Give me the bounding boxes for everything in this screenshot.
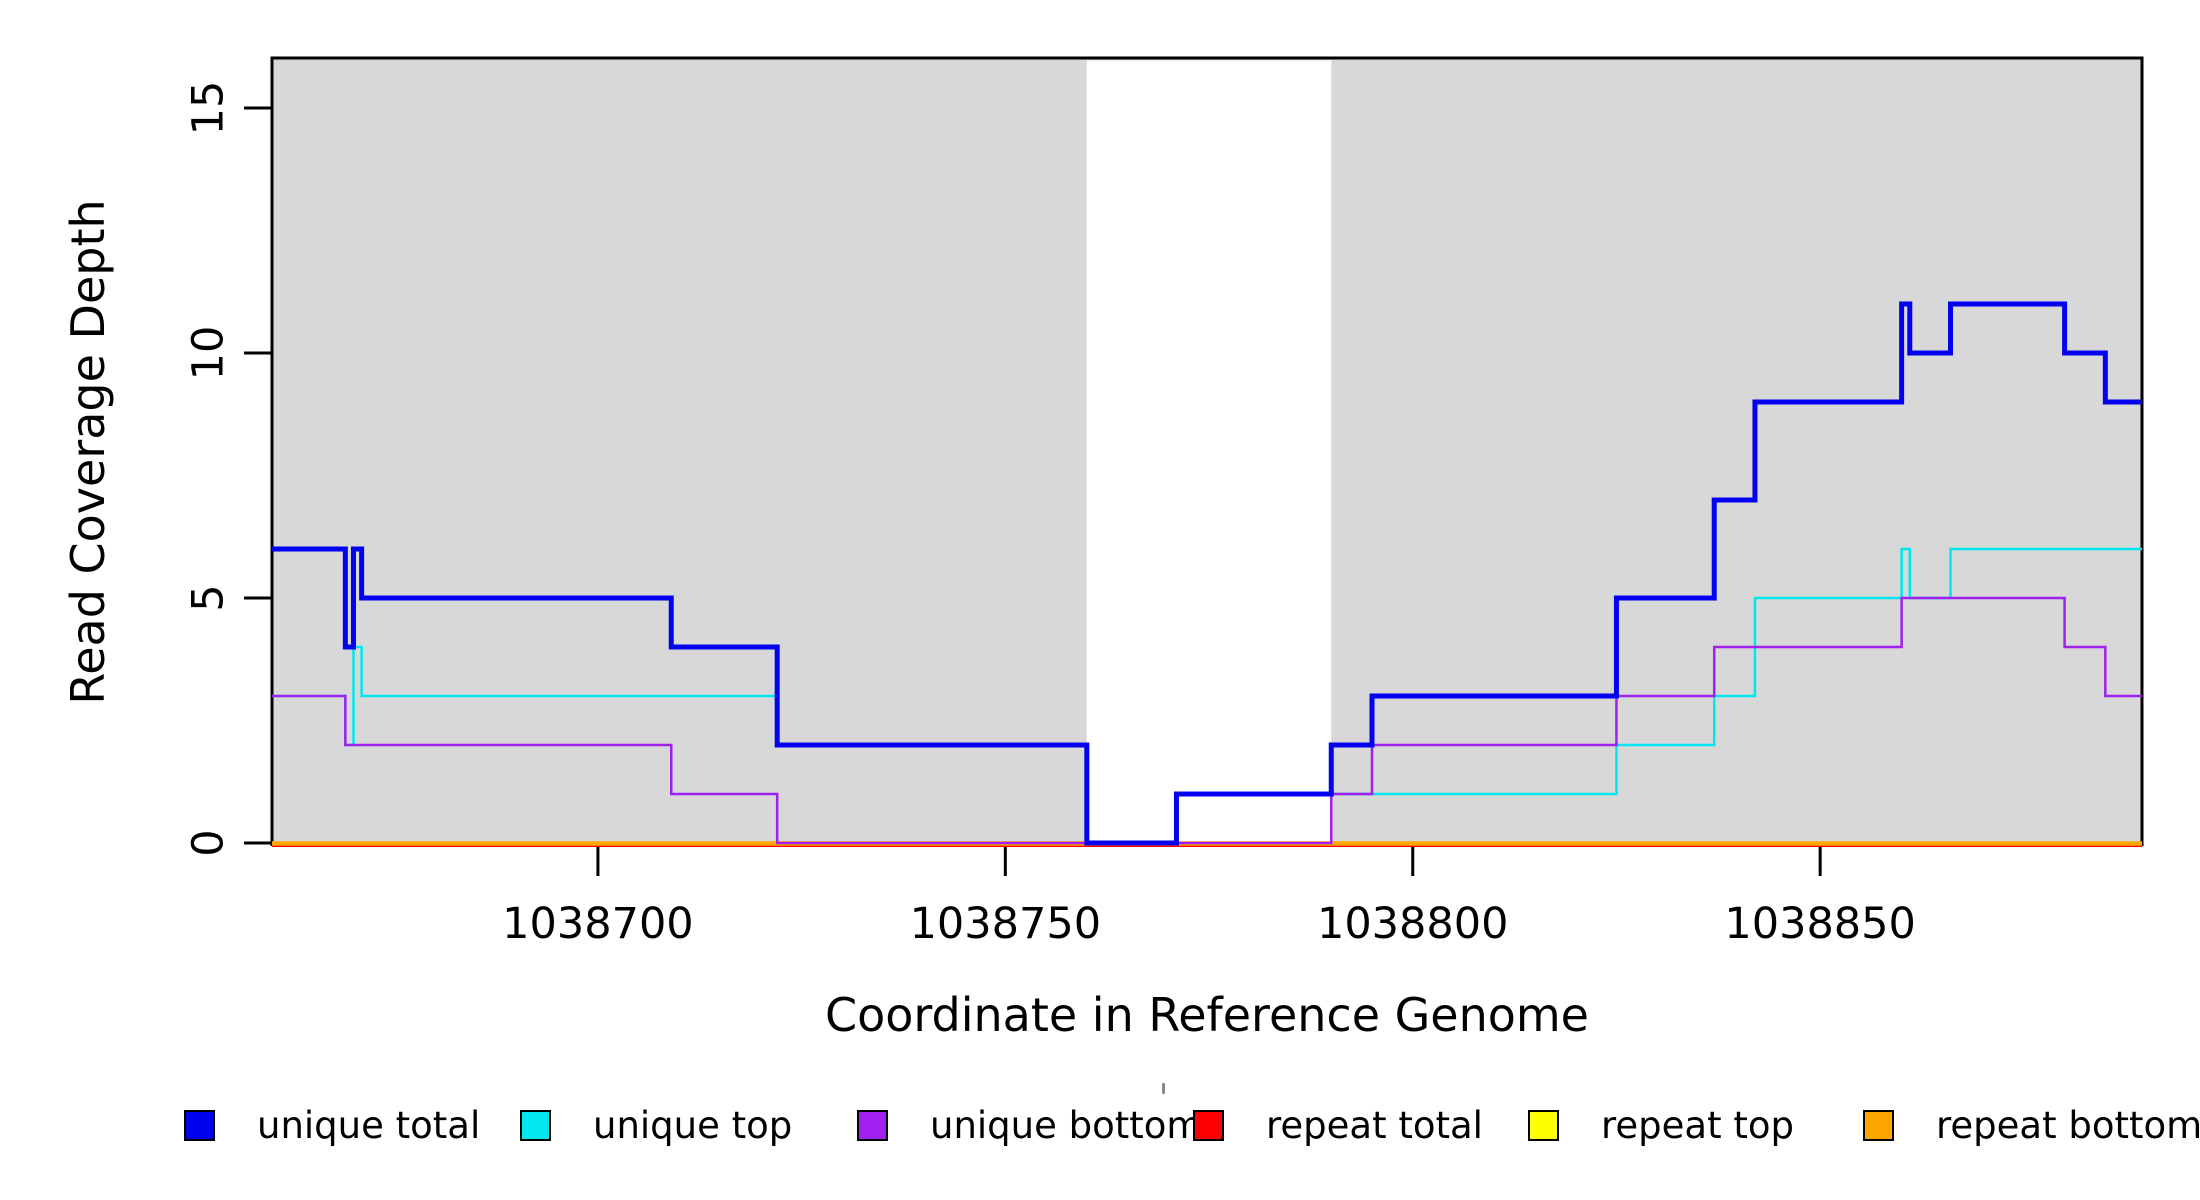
legend-item-repeat-bottom: repeat bottom [1863, 1104, 2200, 1147]
legend-swatch-repeat-top [1528, 1110, 1559, 1141]
y-tick-label: 10 [184, 326, 234, 381]
legend-label: unique bottom [930, 1104, 1203, 1147]
y-tick-label: 0 [184, 829, 234, 856]
x-tick-label: 1038750 [910, 899, 1102, 949]
legend-label: unique top [593, 1104, 793, 1147]
x-tick-label: 1038800 [1317, 899, 1509, 949]
x-axis-title: Coordinate in Reference Genome [825, 988, 1589, 1042]
legend-swatch-unique-total [184, 1110, 215, 1141]
legend-item-unique-top: unique top [520, 1104, 792, 1147]
legend-label: repeat bottom [1936, 1104, 2200, 1147]
legend-item-repeat-top: repeat top [1528, 1104, 1794, 1147]
y-tick-label: 5 [184, 584, 234, 611]
y-axis-title: Read Coverage Depth [61, 199, 115, 705]
gap-region [1086, 60, 1332, 842]
series-line-unique-total [272, 301, 2142, 846]
legend-label: repeat top [1601, 1104, 1794, 1147]
y-tick-label: 15 [184, 81, 234, 136]
legend-label: repeat total [1266, 1104, 1483, 1147]
legend-item-repeat-total: repeat total [1193, 1104, 1483, 1147]
x-tick-label: 1038850 [1724, 899, 1916, 949]
legend-label: unique total [257, 1104, 481, 1147]
legend-swatch-repeat-total [1193, 1110, 1224, 1141]
x-tick-label: 1038700 [502, 899, 694, 949]
series-line-unique-bottom [272, 596, 2142, 845]
stray-mark [1162, 1083, 1165, 1094]
legend-swatch-unique-bottom [857, 1110, 888, 1141]
legend: unique total unique top unique bottom repea… [0, 0, 2200, 1147]
legend-swatch-unique-top [520, 1110, 551, 1141]
legend-item-unique-total: unique total [184, 1104, 480, 1147]
legend-item-unique-bottom: unique bottom [857, 1104, 1202, 1147]
legend-swatch-repeat-bottom [1863, 1110, 1894, 1141]
